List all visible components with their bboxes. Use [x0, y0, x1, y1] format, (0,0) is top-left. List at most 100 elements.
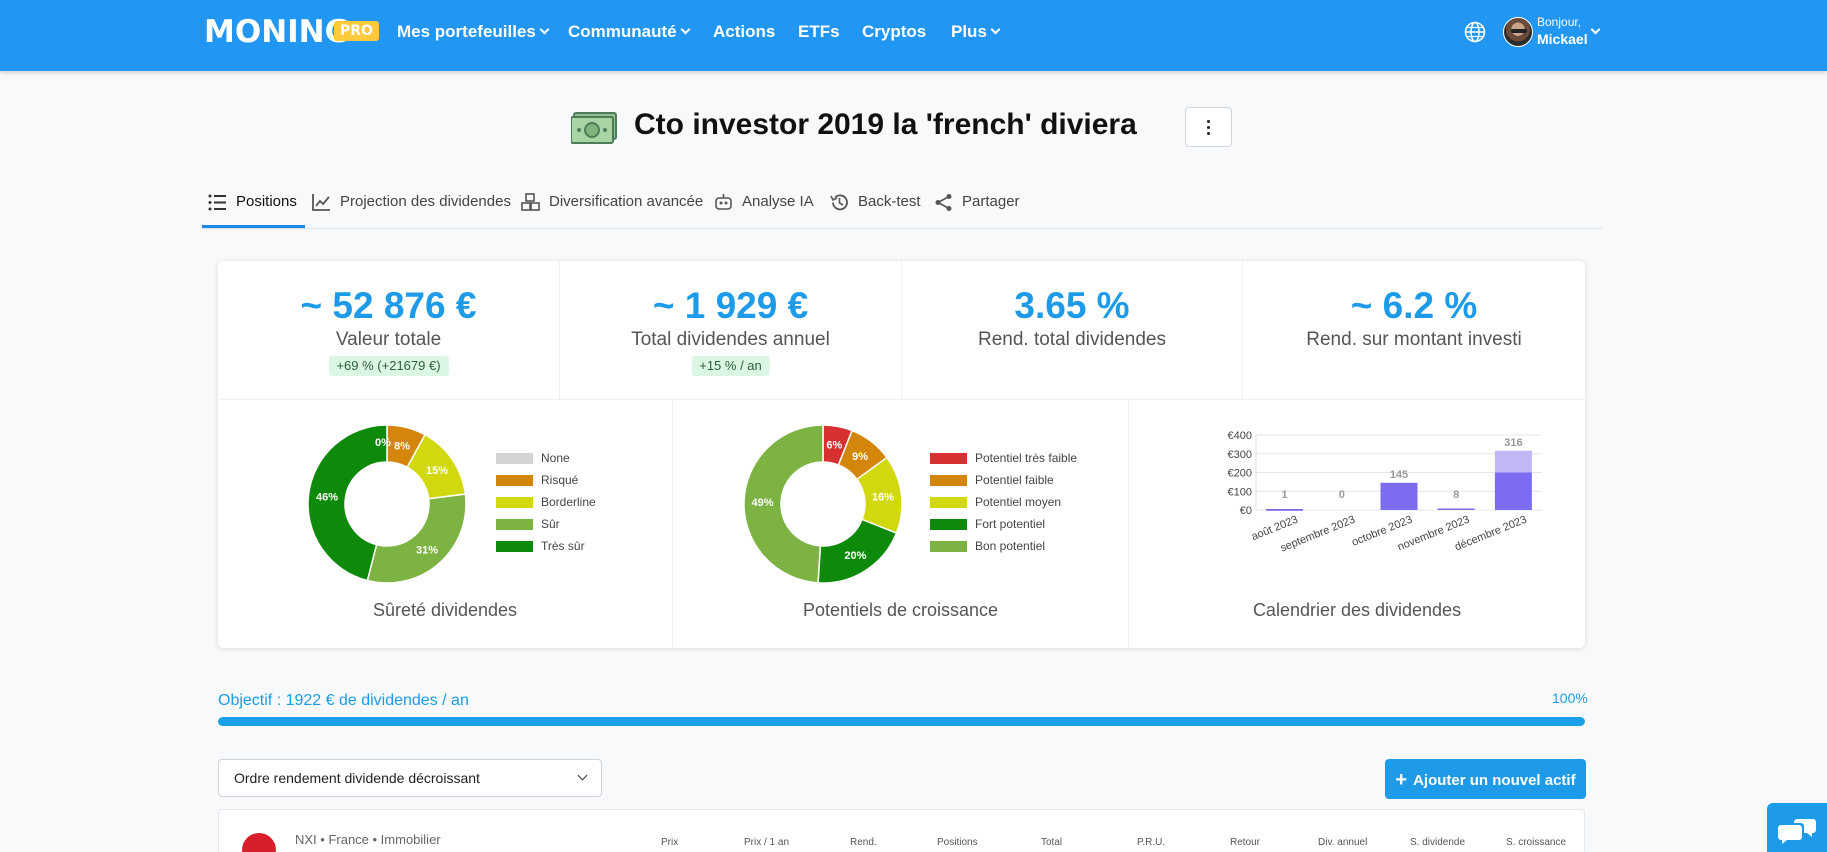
history-icon	[830, 194, 848, 210]
kpi-badge: +15 % / an	[691, 356, 770, 376]
y-tick-label: €100	[1228, 486, 1252, 498]
plus-icon: +	[1395, 769, 1408, 791]
objective-percent: 100%	[1552, 690, 1588, 706]
bar[interactable]	[1266, 509, 1304, 510]
page-title: Cto investor 2019 la 'french' diviera	[634, 108, 1137, 141]
position-name[interactable]: NXI • France • Immobilier	[295, 832, 441, 847]
pie-slice[interactable]	[366, 493, 467, 584]
y-tick-label: €0	[1240, 505, 1252, 517]
bar[interactable]	[1494, 472, 1532, 511]
kpi-value: ~ 6.2 %	[1350, 285, 1478, 326]
nav-etfs[interactable]: ETFs	[798, 22, 840, 41]
kpi-label: Rend. sur montant investi	[1306, 329, 1522, 350]
robot-icon	[715, 193, 732, 210]
bar-value-label: 1	[1282, 489, 1288, 501]
calendrier-dividendes-chart: €0 €100 €200 €300 €400 1 août 2023 0 septembre 2…	[1129, 400, 1585, 648]
column-header[interactable]: Prix / 1 an	[744, 837, 790, 848]
tab-diversification[interactable]: Diversification avancée	[521, 190, 703, 214]
column-header[interactable]: Rend.	[850, 837, 877, 848]
bar[interactable]	[1437, 508, 1475, 511]
bar-value-label: 316	[1504, 437, 1522, 449]
column-header[interactable]: Retour	[1230, 837, 1261, 848]
nav-communaute[interactable]: Communauté	[568, 20, 691, 44]
legend-item[interactable]: Potentiel faible	[930, 473, 1054, 487]
legend-item[interactable]: Potentiel très faible	[930, 451, 1077, 465]
legend-item[interactable]: Très sûr	[496, 539, 585, 553]
kpi-rend-investi: ~ 6.2 % Rend. sur montant investi	[1243, 261, 1585, 399]
tab-positions[interactable]: Positions	[208, 190, 297, 214]
chart-title: Sûreté dividendes	[372, 600, 518, 620]
kpi-valeur-totale: ~ 52 876 € Valeur totale +69 % (+21679 €…	[218, 261, 560, 399]
sort-select[interactable]: Ordre rendement dividende décroissant	[218, 759, 602, 797]
active-tab-indicator	[202, 225, 305, 228]
legend-item[interactable]: None	[496, 451, 570, 465]
chart-title: Calendrier des dividendes	[1252, 600, 1462, 620]
more-options-button[interactable]	[1185, 107, 1232, 147]
add-asset-button[interactable]: + Ajouter un nouvel actif	[1385, 759, 1586, 799]
card-divider	[218, 399, 1585, 400]
column-header[interactable]: S. croissance	[1506, 837, 1567, 848]
y-tick-label: €400	[1228, 430, 1252, 442]
slice-label: 15%	[426, 465, 448, 477]
avatar[interactable]	[1503, 17, 1533, 47]
money-icon	[571, 112, 617, 144]
slice-label: 9%	[852, 451, 868, 463]
kpi-rend-total: 3.65 % Rend. total dividendes	[902, 261, 1243, 399]
objective-progress-bar	[218, 717, 1585, 726]
column-header[interactable]: Positions	[937, 837, 978, 848]
column-header[interactable]: P.R.U.	[1137, 837, 1166, 848]
legend-item[interactable]: Bon potentiel	[930, 539, 1045, 553]
list-icon	[208, 194, 226, 210]
slice-label: 8%	[394, 440, 410, 452]
column-header[interactable]: Prix	[661, 837, 679, 848]
pie-slice[interactable]	[743, 424, 824, 584]
legend-item[interactable]: Sûr	[496, 517, 560, 531]
tab-back-test[interactable]: Back-test	[830, 190, 921, 214]
tab-partager[interactable]: Partager	[934, 190, 1020, 214]
legend-item[interactable]: Potentiel moyen	[930, 495, 1061, 509]
moning-logo[interactable]: MONING	[204, 14, 351, 50]
kpi-label: Total dividendes annuel	[631, 329, 830, 350]
nav-cryptos[interactable]: Cryptos	[862, 22, 927, 41]
y-tick-label: €200	[1228, 468, 1252, 480]
bar-value-label: 8	[1453, 489, 1459, 501]
bar[interactable]	[1266, 509, 1304, 511]
globe-icon[interactable]	[1464, 21, 1486, 43]
nav-plus[interactable]: Plus	[951, 20, 1001, 44]
chevron-down-icon	[539, 24, 550, 35]
slice-label: 20%	[844, 550, 866, 562]
kpi-label: Rend. total dividendes	[977, 329, 1166, 350]
bar[interactable]	[1380, 482, 1418, 510]
pie-slice[interactable]	[307, 424, 388, 582]
bar[interactable]	[1494, 450, 1532, 473]
nav-mes-portefeuilles[interactable]: Mes portefeuilles	[397, 20, 550, 44]
column-header[interactable]: Div. annuel	[1318, 837, 1368, 848]
legend-item[interactable]: Risqué	[496, 473, 578, 487]
chevron-down-icon	[577, 770, 588, 781]
bar-value-label: 0	[1339, 489, 1345, 501]
chart-line-icon	[312, 193, 330, 211]
kpi-value: ~ 1 929 €	[652, 285, 809, 326]
slice-label: 0%	[375, 437, 391, 449]
chevron-down-icon[interactable]	[1590, 24, 1601, 35]
nav-actions[interactable]: Actions	[713, 22, 776, 41]
chevron-down-icon	[990, 24, 1001, 35]
tab-analyse-ia[interactable]: Analyse IA	[714, 190, 814, 214]
kpi-value: 3.65 %	[1014, 285, 1130, 326]
objective-text: Objectif : 1922 € de dividendes / an	[218, 692, 469, 709]
kpi-label: Valeur totale	[335, 329, 442, 350]
chat-button[interactable]	[1767, 803, 1827, 852]
slice-label: 16%	[872, 491, 894, 503]
column-header[interactable]: Total	[1041, 837, 1063, 848]
surete-donut-svg: 8% 15% 31% 46% 0%	[307, 424, 467, 584]
chevron-down-icon	[680, 24, 691, 35]
slice-label: 31%	[416, 544, 438, 556]
legend-item[interactable]: Borderline	[496, 495, 596, 509]
column-header[interactable]: S. dividende	[1410, 837, 1466, 848]
potentiels-croissance-chart: 6% 9% 16% 20% 49% Potentiel très faible Pote…	[673, 400, 1129, 648]
legend-item[interactable]: Fort potentiel	[930, 517, 1045, 531]
tab-projection-dividendes[interactable]: Projection des dividendes	[312, 190, 511, 214]
user-name[interactable]: Mickael	[1537, 31, 1588, 47]
bar-value-label: 145	[1390, 469, 1408, 481]
surete-dividendes-chart: 8% 15% 31% 46% 0% None Risqué Borderline Sûr…	[218, 400, 673, 648]
